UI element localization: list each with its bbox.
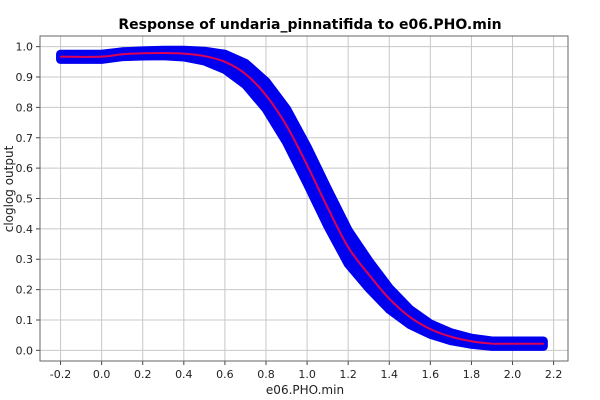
y-tick-label: 0.9 [16,71,34,84]
confidence-band [56,45,548,351]
x-tick-label: 0.6 [216,368,234,381]
data-point [388,297,391,300]
data-point [326,206,329,209]
y-tick-label: 0.3 [16,253,34,266]
x-tick-label: 0.8 [257,368,275,381]
y-tick-label: 0.4 [16,223,34,236]
data-point [450,335,452,338]
plot-area: -0.2 0.0 0.2 0.4 0.6 0.8 1.0 1.2 1.4 1.6 1.8 2.0 2.2… [16,35,569,381]
data-point [501,342,504,345]
x-tick-label: 1.2 [339,368,357,381]
x-tick-label: 1.8 [463,368,481,381]
data-point [59,55,62,58]
data-point [367,273,370,276]
x-tick-label: 0.2 [134,368,152,381]
data-point [306,164,308,166]
chart-title: Response of undaria_pinnatifida to e06.P… [118,17,501,33]
data-point [511,342,514,345]
plot-border [39,35,569,362]
y-tick-label: 0.7 [16,132,34,145]
x-tick-label: 0.0 [93,368,111,381]
x-axis-label: e06.PHO.min [266,383,344,397]
data-point [100,55,103,58]
y-tick-label: 0.1 [16,314,34,327]
x-tick-label: 2.0 [504,368,522,381]
y-axis-label: cloglog output [2,145,16,232]
y-tick-label: 1.0 [16,41,34,54]
data-point [162,52,165,54]
data-point [183,52,185,55]
data-point [409,316,411,318]
data-point [265,94,267,97]
x-tick-label: 2.2 [545,368,563,381]
data-point [491,342,493,345]
y-tick-label: 0.5 [16,193,34,206]
data-point [285,124,288,127]
data-point [347,246,349,248]
data-point [121,53,123,56]
mean-response-line [60,52,544,345]
data-point [203,55,206,57]
data-point [429,328,432,330]
y-tick-label: 0.2 [16,284,34,297]
data-point [141,52,144,55]
x-tick-label: 1.4 [381,368,399,381]
data-point [224,61,226,63]
y-tick-label: 0.8 [16,101,34,114]
data-point [542,342,545,345]
x-tick-label: -0.2 [50,368,71,381]
y-tick-label: 0.6 [16,162,34,175]
x-tick-label: 1.6 [422,368,440,381]
x-tick-label: 1.0 [298,368,316,381]
data-point [470,340,473,343]
x-tick-label: 0.4 [175,368,193,381]
data-point [244,73,247,75]
y-tick-label: 0.0 [16,344,34,357]
